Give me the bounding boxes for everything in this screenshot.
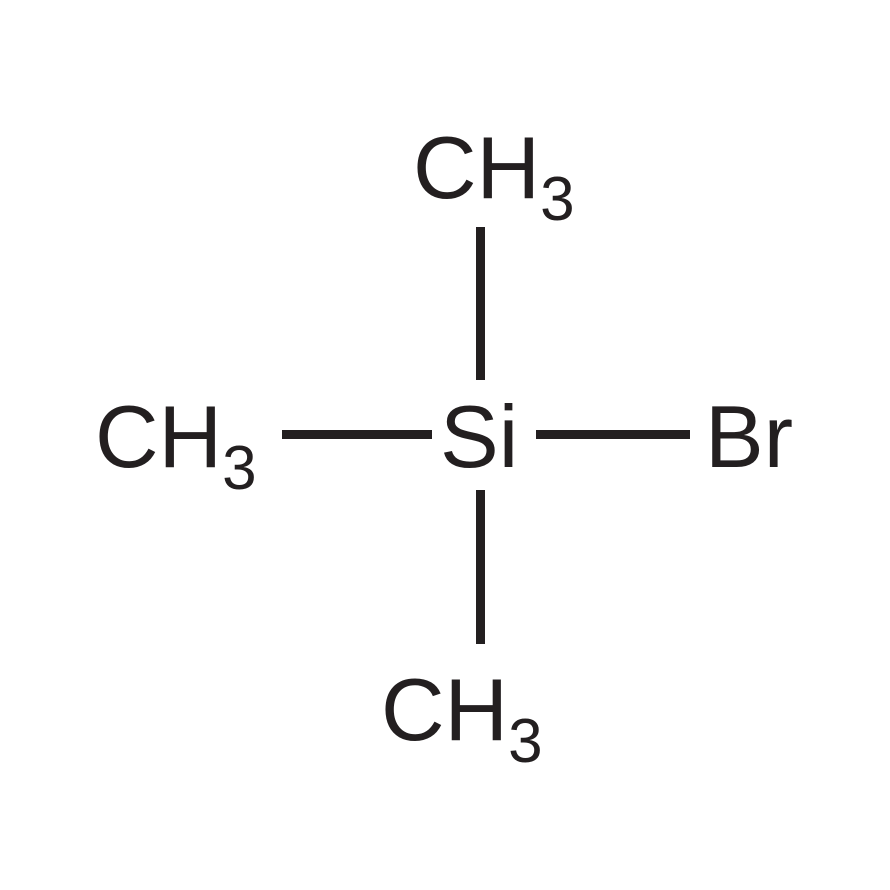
- atom-left-ch3: CH3: [95, 386, 257, 488]
- bond-right: [536, 430, 690, 439]
- bond-left: [282, 430, 432, 439]
- atom-right-br: Br: [705, 386, 793, 488]
- atom-top-main: CH: [413, 117, 540, 219]
- atom-left-main: CH: [95, 386, 222, 488]
- atom-top-ch3: CH3: [413, 117, 575, 219]
- molecule-canvas: Si CH3 CH3 Br CH3: [0, 0, 890, 890]
- atom-top-sub: 3: [540, 164, 574, 235]
- atom-bottom-main: CH: [381, 659, 508, 761]
- atom-bottom-ch3: CH3: [381, 659, 543, 761]
- bond-bottom: [476, 490, 485, 644]
- atom-right-main: Br: [705, 386, 793, 488]
- atom-center-si: Si: [440, 386, 518, 488]
- atom-left-sub: 3: [222, 433, 256, 504]
- bond-top: [476, 227, 485, 380]
- atom-bottom-sub: 3: [508, 706, 542, 777]
- atom-center-label: Si: [440, 386, 518, 488]
